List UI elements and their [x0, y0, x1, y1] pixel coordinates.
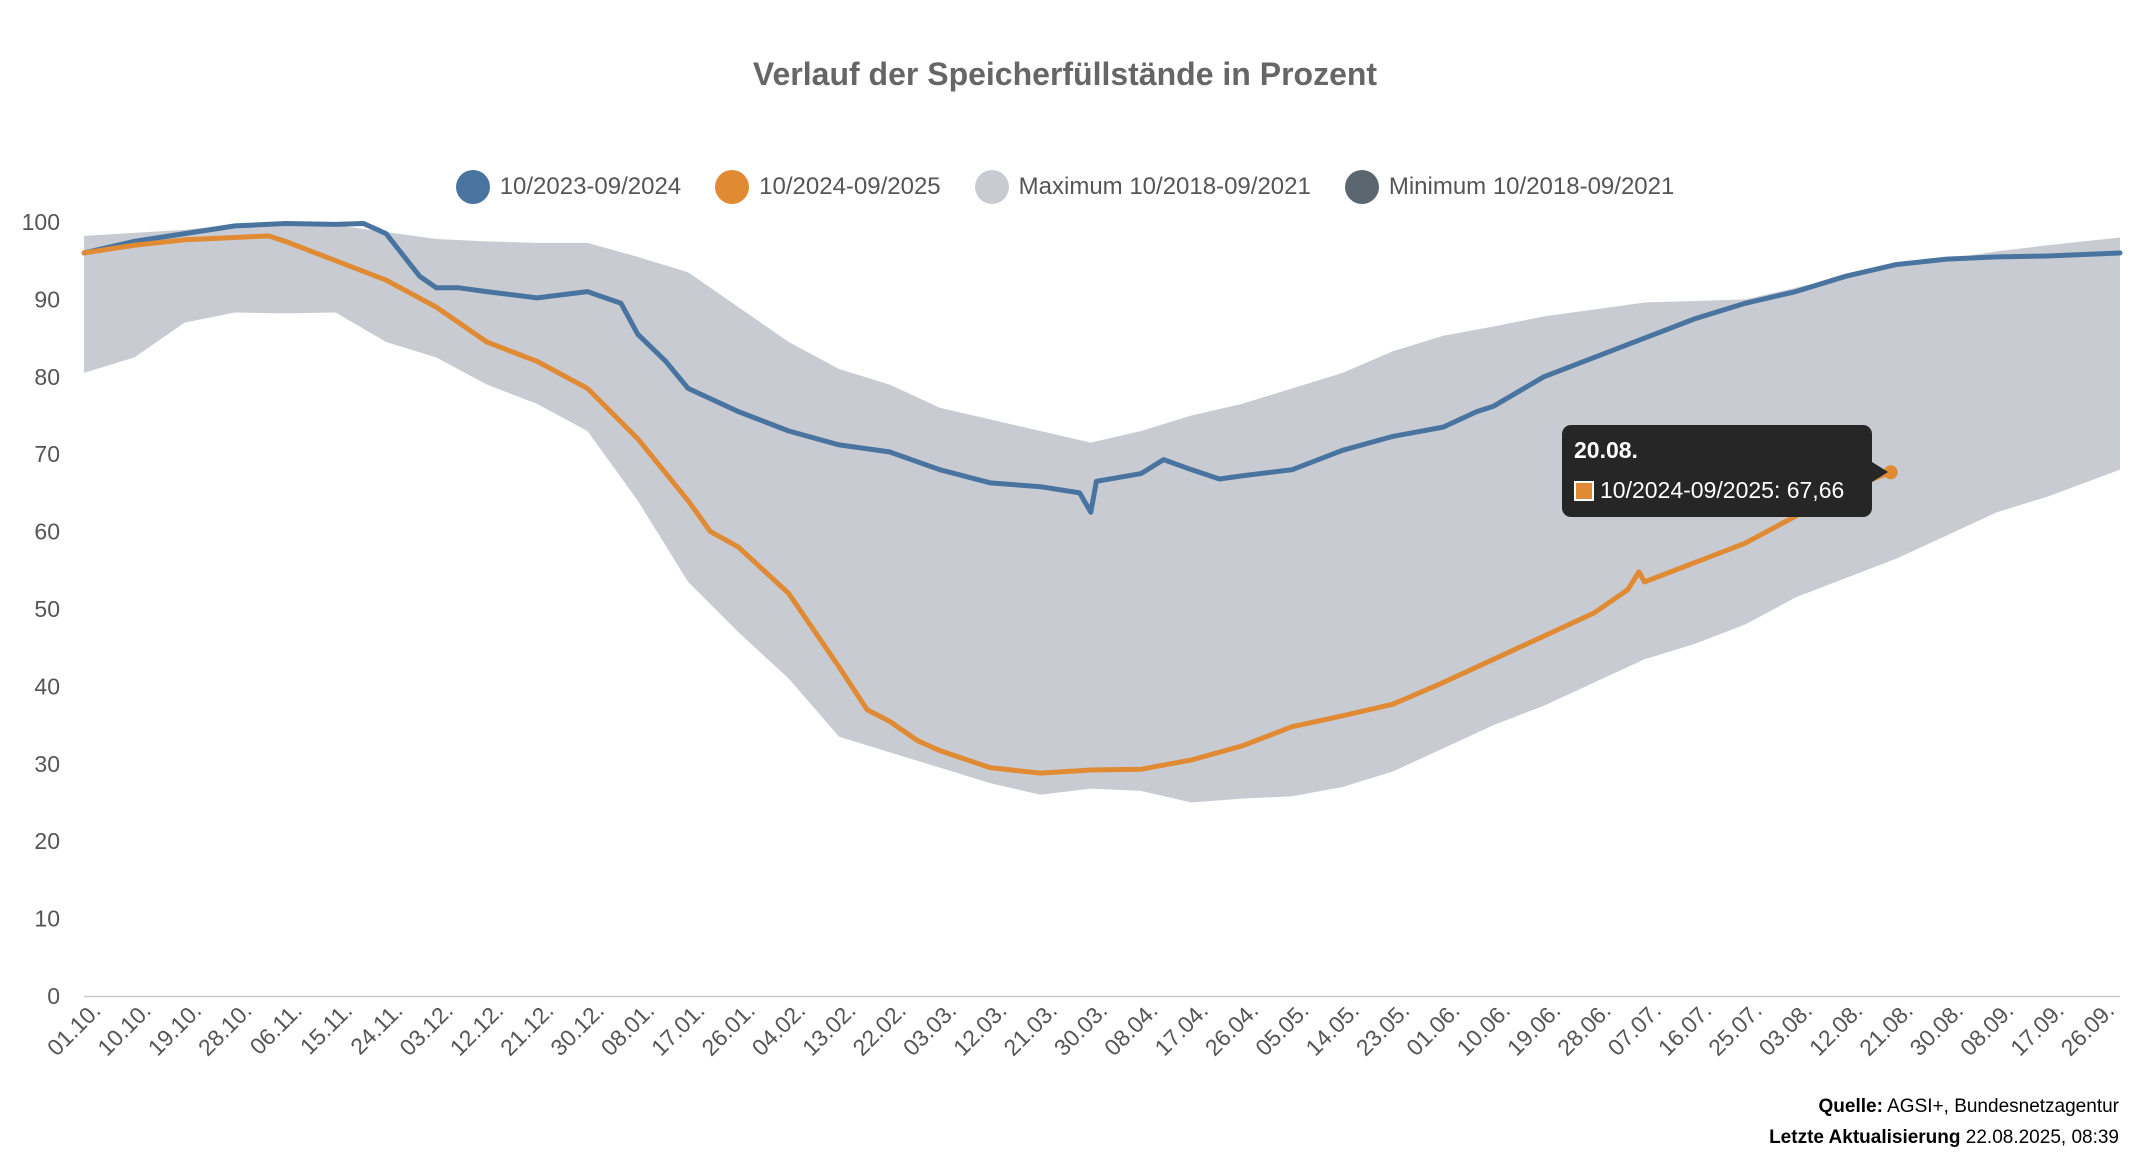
x-tick-label: 01.06. — [1401, 997, 1465, 1061]
y-tick-label: 0 — [47, 983, 60, 1009]
x-tick-label: 12.12. — [445, 997, 509, 1061]
hover-point-marker — [1883, 465, 1898, 480]
legend-marker-maximum — [974, 170, 1009, 204]
x-tick-label: 03.03. — [898, 997, 962, 1061]
x-tick-label: 17.09. — [2005, 997, 2069, 1061]
x-tick-label: 10.10. — [92, 997, 156, 1061]
x-tick-label: 16.07. — [1653, 997, 1717, 1061]
x-tick-label: 28.10. — [193, 997, 257, 1061]
x-tick-label: 06.11. — [244, 997, 306, 1059]
x-tick-label: 25.07. — [1703, 997, 1767, 1061]
tooltip-value-text: 10/2024-09/2025: 67,66 — [1600, 477, 1845, 503]
x-tick-label: 03.08. — [1754, 997, 1818, 1061]
y-tick-label: 10 — [34, 906, 60, 932]
legend-label-2023-2024: 10/2023-09/2024 — [499, 173, 682, 200]
tooltip: 20.08. 10/2024-09/2025: 67,66 — [1562, 425, 1872, 517]
tooltip-series-swatch — [1574, 480, 1594, 501]
source-label: Quelle: — [1818, 1096, 1883, 1117]
legend-marker-minimum — [1344, 170, 1379, 204]
x-tick-label: 28.06. — [1552, 997, 1616, 1061]
x-tick-label: 17.04. — [1149, 997, 1213, 1061]
x-tick-label: 26.04. — [1200, 997, 1264, 1061]
x-tick-label: 26.09. — [2056, 997, 2120, 1061]
source-value: AGSI+, Bundesnetzagentur — [1882, 1096, 2119, 1117]
x-tick-label: 24.11. — [345, 997, 407, 1059]
x-tick-label: 23.05. — [1351, 997, 1415, 1061]
x-tick-label: 07.07. — [1602, 997, 1666, 1061]
y-tick-label: 50 — [34, 596, 60, 622]
x-tick-label: 21.03. — [998, 997, 1062, 1061]
y-tick-label: 100 — [22, 209, 60, 235]
y-tick-label: 80 — [34, 364, 60, 390]
tooltip-date: 20.08. — [1574, 437, 1638, 463]
last-updated-note: Letzte Aktualisierung 22.08.2025, 08:39 — [1769, 1127, 2119, 1149]
x-tick-label: 30.12. — [545, 997, 609, 1061]
tooltip-row: 10/2024-09/2025: 67,66 — [1574, 477, 1844, 504]
x-tick-label: 04.02. — [747, 997, 811, 1061]
chart-title: Verlauf der Speicherfüllstände in Prozen… — [752, 56, 1378, 92]
source-note: Quelle: AGSI+, Bundesnetzagentur — [1819, 1096, 2120, 1118]
x-tick-label: 03.12. — [394, 997, 458, 1061]
x-tick-label: 22.02. — [847, 997, 911, 1061]
y-tick-label: 90 — [34, 286, 60, 312]
legend-item-2024-2025[interactable]: 10/2024-09/2025 — [715, 170, 941, 204]
y-tick-label: 30 — [34, 751, 60, 777]
x-tick-label: 30.03. — [1049, 997, 1113, 1061]
x-tick-label: 14.05. — [1300, 997, 1364, 1061]
x-tick-label: 15.11. — [295, 997, 357, 1059]
min-max-band — [84, 223, 2120, 803]
x-tick-label: 08.04. — [1099, 997, 1163, 1061]
x-tick-label: 21.12. — [495, 997, 559, 1061]
x-tick-label: 17.01. — [646, 997, 710, 1061]
legend-marker-2024-2025 — [715, 170, 750, 204]
legend-label-minimum: Minimum 10/2018-09/2021 — [1388, 173, 1675, 200]
x-tick-label: 12.03. — [948, 997, 1012, 1061]
line-2023-2024 — [81, 221, 2123, 515]
y-tick-label: 40 — [34, 673, 60, 699]
x-tick-label: 08.01. — [596, 997, 660, 1061]
line-2024-2025 — [81, 233, 1894, 776]
legend-label-maximum: Maximum 10/2018-09/2021 — [1018, 173, 1311, 200]
x-tick-label: 26.01. — [696, 997, 760, 1061]
last-updated-value: 22.08.2025, 08:39 — [1960, 1127, 2119, 1148]
x-tick-label: 19.10. — [143, 997, 207, 1061]
y-tick-label: 60 — [34, 519, 60, 545]
legend-item-minimum[interactable]: Minimum 10/2018-09/2021 — [1344, 170, 1675, 204]
legend-item-2023-2024[interactable]: 10/2023-09/2024 — [455, 170, 682, 204]
last-updated-label: Letzte Aktualisierung — [1769, 1127, 1961, 1148]
x-tick-label: 13.02. — [797, 997, 861, 1061]
legend-marker-2023-2024 — [455, 170, 490, 204]
legend: 10/2023-09/2024 10/2024-09/2025 Maximum … — [0, 170, 2130, 204]
y-tick-label: 20 — [34, 828, 60, 854]
y-tick-label: 70 — [34, 441, 60, 467]
x-tick-label: 10.06. — [1451, 997, 1515, 1061]
legend-label-2024-2025: 10/2024-09/2025 — [759, 173, 941, 200]
x-tick-label: 08.09. — [1955, 997, 2019, 1061]
legend-item-maximum[interactable]: Maximum 10/2018-09/2021 — [974, 170, 1311, 204]
x-tick-label: 12.08. — [1804, 997, 1868, 1061]
x-tick-label: 05.05. — [1250, 997, 1314, 1061]
x-tick-label: 21.08. — [1854, 997, 1918, 1061]
x-tick-label: 30.08. — [1905, 997, 1969, 1061]
x-tick-label: 19.06. — [1502, 997, 1566, 1061]
tooltip-pointer — [1872, 462, 1888, 482]
